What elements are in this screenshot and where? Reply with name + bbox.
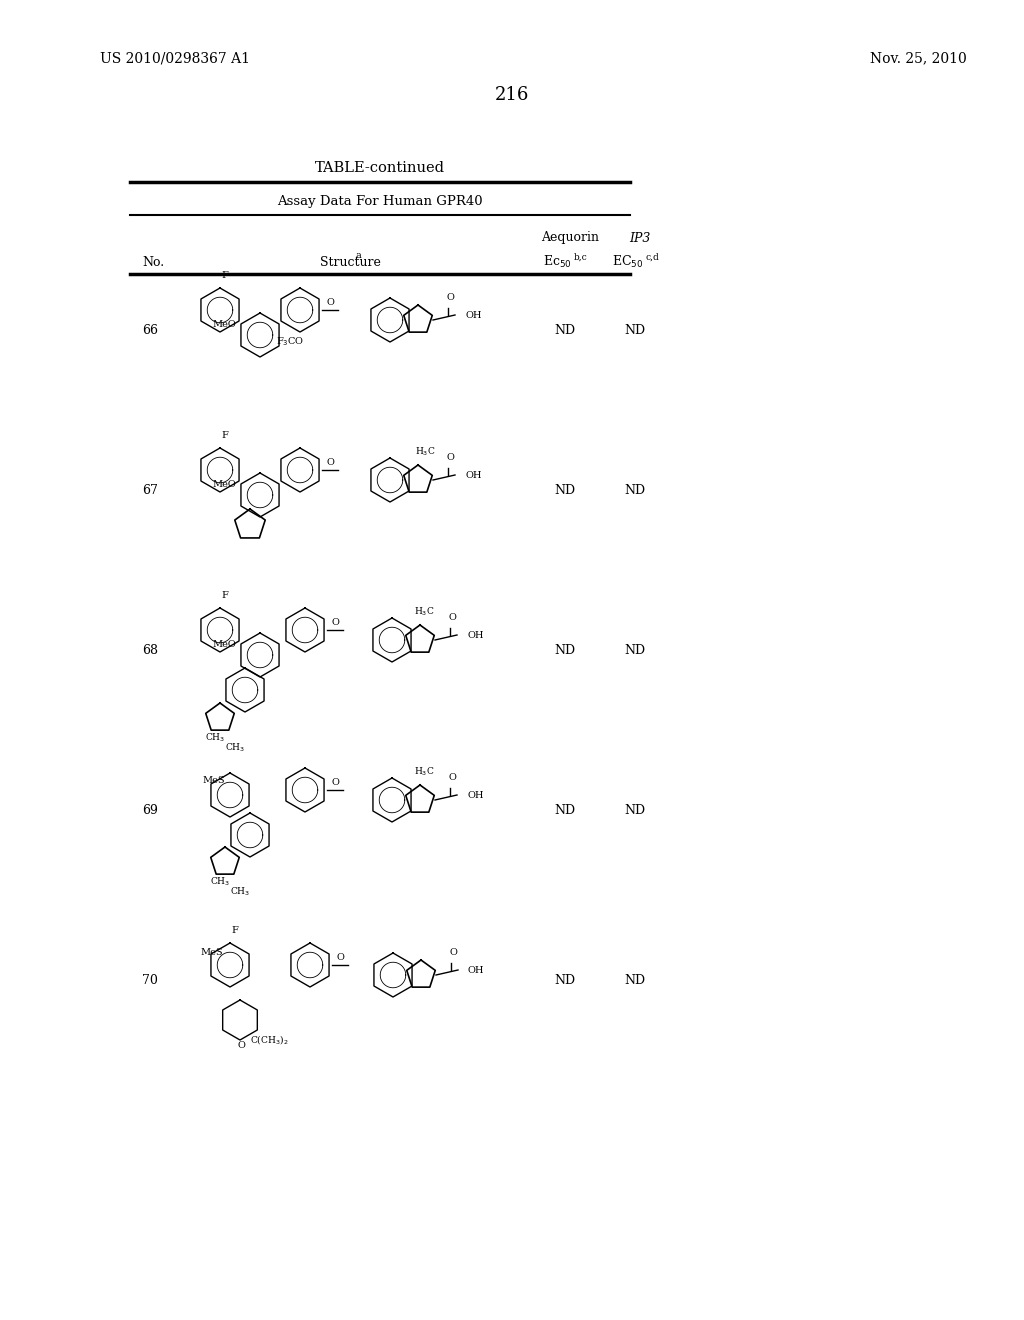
Text: ND: ND: [554, 483, 575, 496]
Text: OH: OH: [467, 631, 483, 640]
Text: O: O: [449, 774, 456, 781]
Text: 69: 69: [142, 804, 158, 817]
Text: Nov. 25, 2010: Nov. 25, 2010: [870, 51, 967, 65]
Text: ND: ND: [625, 974, 645, 986]
Text: OH: OH: [465, 312, 481, 319]
Text: O: O: [336, 953, 344, 962]
Text: OH: OH: [467, 791, 483, 800]
Text: CH$_3$: CH$_3$: [230, 884, 250, 898]
Text: ND: ND: [554, 804, 575, 817]
Text: 67: 67: [142, 483, 158, 496]
Text: H$_3$C: H$_3$C: [415, 446, 435, 458]
Text: 66: 66: [142, 323, 158, 337]
Text: MeO: MeO: [212, 480, 236, 488]
Text: ND: ND: [625, 323, 645, 337]
Text: O: O: [446, 453, 454, 462]
Text: Structure: Structure: [319, 256, 381, 268]
Text: CH$_3$: CH$_3$: [225, 741, 246, 754]
Text: b,c: b,c: [574, 252, 588, 261]
Text: O: O: [237, 1041, 245, 1049]
Text: OH: OH: [468, 966, 484, 975]
Text: MeO: MeO: [212, 640, 236, 649]
Text: O: O: [331, 777, 339, 787]
Text: C(CH$_3$)$_2$: C(CH$_3$)$_2$: [250, 1032, 289, 1045]
Text: ND: ND: [625, 644, 645, 656]
Text: ND: ND: [554, 323, 575, 337]
Text: MeO: MeO: [212, 319, 236, 329]
Text: CH$_3$: CH$_3$: [205, 731, 225, 743]
Text: IP3: IP3: [630, 231, 650, 244]
Text: F$_3$CO: F$_3$CO: [275, 335, 304, 347]
Text: F: F: [231, 927, 239, 935]
Text: ND: ND: [625, 804, 645, 817]
Text: MeS: MeS: [200, 948, 222, 957]
Text: OH: OH: [465, 471, 481, 480]
Text: O: O: [450, 948, 457, 957]
Text: 216: 216: [495, 86, 529, 104]
Text: O: O: [331, 618, 339, 627]
Text: TABLE-continued: TABLE-continued: [315, 161, 445, 176]
Text: ND: ND: [625, 483, 645, 496]
Text: c,d: c,d: [645, 252, 658, 261]
Text: F: F: [221, 271, 228, 280]
Text: F: F: [221, 432, 228, 440]
Text: H$_3$C: H$_3$C: [414, 766, 434, 779]
Text: O: O: [446, 293, 454, 302]
Text: US 2010/0298367 A1: US 2010/0298367 A1: [100, 51, 250, 65]
Text: Ec$_{50}$: Ec$_{50}$: [543, 253, 571, 271]
Text: 68: 68: [142, 644, 158, 656]
Text: Aequorin: Aequorin: [541, 231, 599, 244]
Text: F: F: [221, 591, 228, 601]
Text: O: O: [449, 612, 456, 622]
Text: ND: ND: [554, 644, 575, 656]
Text: O: O: [326, 298, 334, 308]
Text: EC$_{50}$: EC$_{50}$: [612, 253, 644, 271]
Text: Assay Data For Human GPR40: Assay Data For Human GPR40: [278, 195, 482, 209]
Text: No.: No.: [142, 256, 164, 268]
Text: MeS: MeS: [202, 776, 224, 785]
Text: CH$_3$: CH$_3$: [210, 875, 230, 887]
Text: H$_3$C: H$_3$C: [414, 606, 434, 619]
Text: O: O: [326, 458, 334, 467]
Text: a: a: [355, 252, 360, 260]
Text: ND: ND: [554, 974, 575, 986]
Text: 70: 70: [142, 974, 158, 986]
